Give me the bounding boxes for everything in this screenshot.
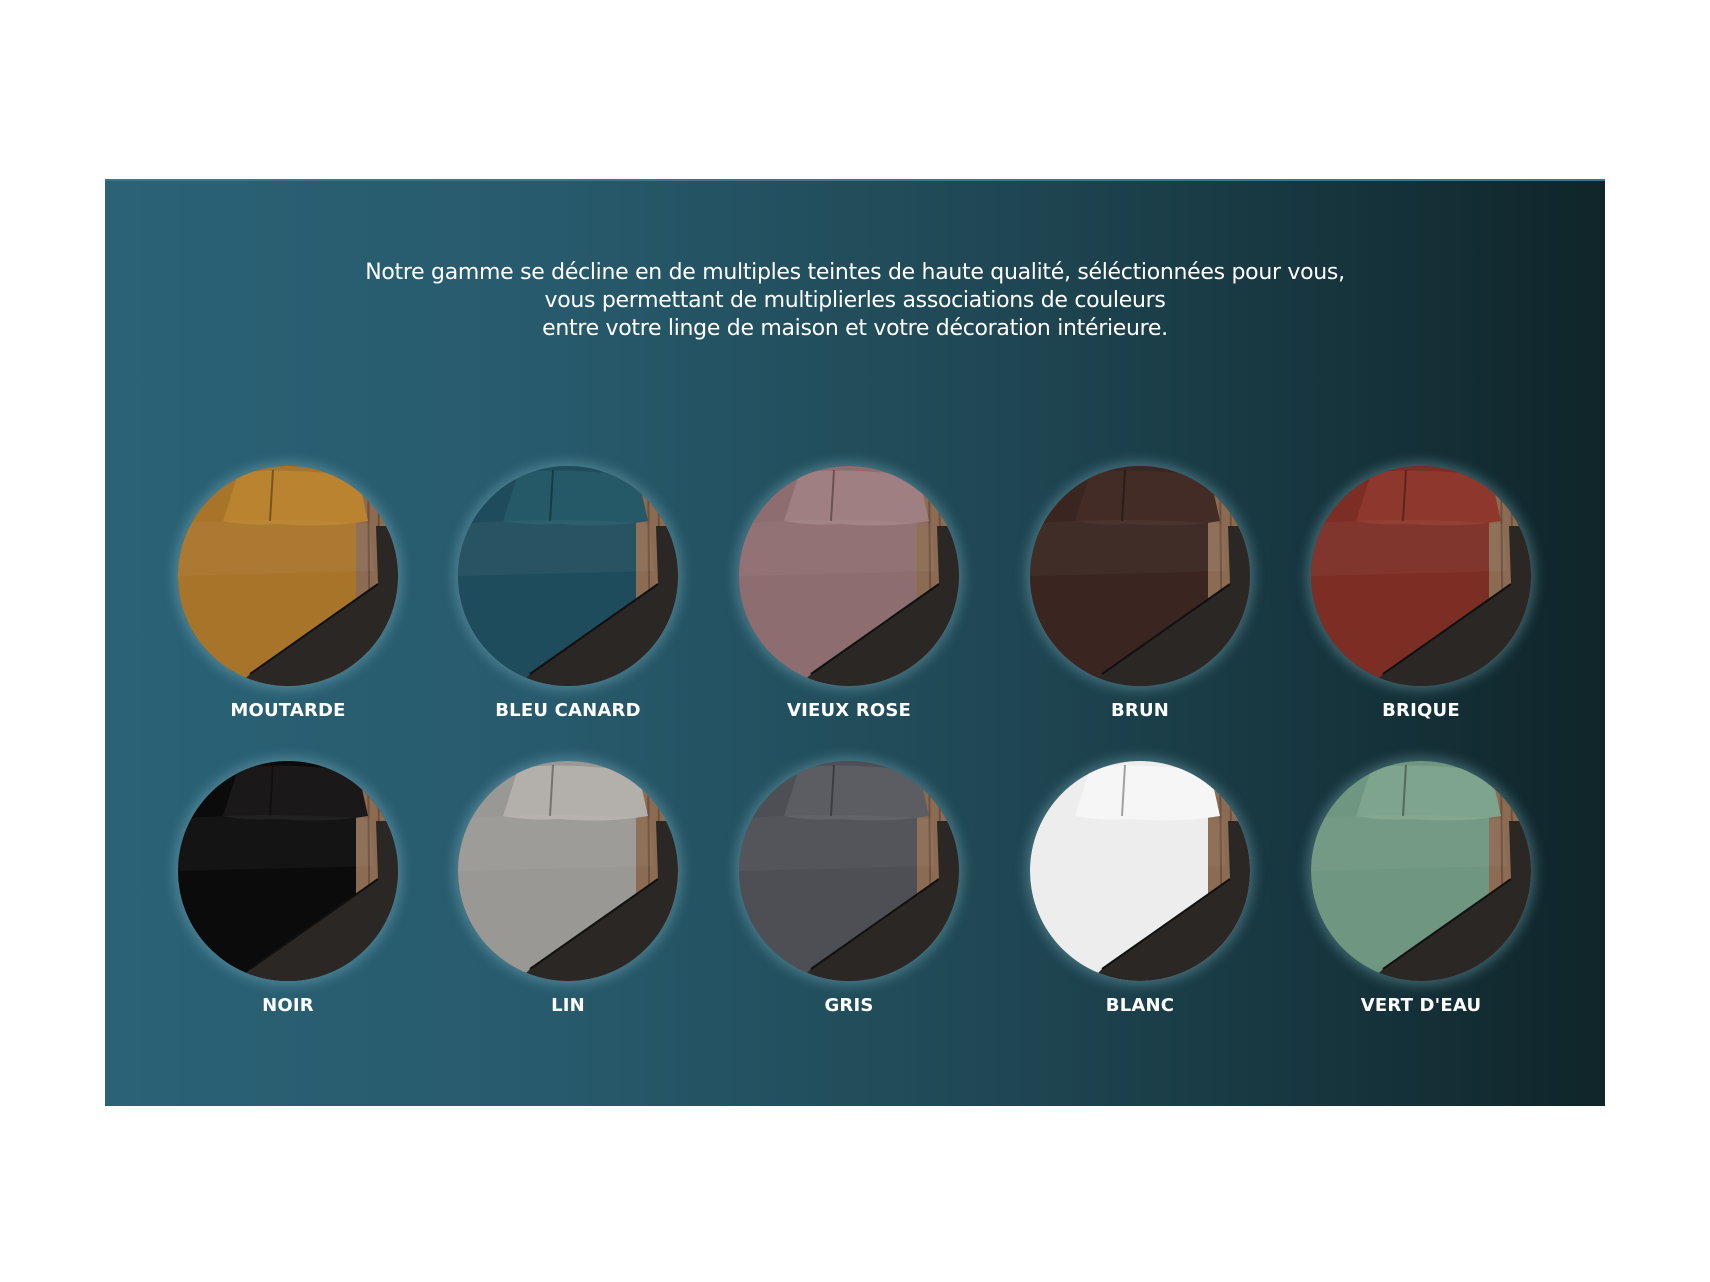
- pillow-seam: [1402, 764, 1407, 817]
- mattress-top: [178, 520, 374, 576]
- swatch-label: BLEU CANARD: [495, 700, 641, 721]
- bed-skirt: [238, 821, 398, 981]
- swatch-label: VERT D'EAU: [1360, 995, 1482, 1016]
- pillow: [784, 765, 929, 821]
- bedsheet-photo: [1311, 466, 1531, 686]
- mattress-top: [1311, 815, 1507, 871]
- bedsheet-photo: [739, 466, 959, 686]
- pillow: [784, 470, 929, 526]
- color-swatch[interactable]: GRIS: [729, 761, 969, 1051]
- bed-skirt: [238, 526, 398, 686]
- sheet-edge: [249, 878, 379, 970]
- sheet-edge: [249, 583, 379, 675]
- intro-text: Notre gamme se décline en de multiples t…: [105, 259, 1605, 343]
- intro-line-3: entre votre linge de maison et votre déc…: [542, 316, 1168, 341]
- color-swatch[interactable]: BRUN: [1020, 466, 1260, 756]
- pillow-seam: [269, 764, 274, 817]
- color-swatch[interactable]: BLANC: [1020, 761, 1260, 1051]
- bed-skirt: [518, 526, 678, 686]
- pillow: [1075, 765, 1220, 821]
- intro-line-1: Notre gamme se décline en de multiples t…: [365, 260, 1345, 285]
- mattress-top: [739, 520, 935, 576]
- swatch-label: VIEUX ROSE: [786, 700, 912, 721]
- pillow-seam: [830, 469, 835, 522]
- pillow: [1075, 470, 1220, 526]
- pillow: [503, 470, 648, 526]
- bedsheet-photo: [458, 761, 678, 981]
- pillow: [1356, 765, 1501, 821]
- swatch-label: BRIQUE: [1382, 700, 1460, 721]
- pillow-seam: [549, 469, 554, 522]
- bedsheet-photo: [739, 761, 959, 981]
- mattress-top: [1030, 520, 1226, 576]
- color-swatch[interactable]: NOIR: [168, 761, 408, 1051]
- sheet-edge: [1101, 878, 1231, 970]
- mattress-top: [178, 815, 374, 871]
- color-swatch[interactable]: LIN: [448, 761, 688, 1051]
- bedsheet-photo: [1030, 761, 1250, 981]
- color-swatch[interactable]: BLEU CANARD: [448, 466, 688, 756]
- pillow-seam: [830, 764, 835, 817]
- swatch-label: MOUTARDE: [230, 700, 346, 721]
- swatch-label: BRUN: [1110, 700, 1170, 721]
- bed-skirt: [1371, 821, 1531, 981]
- bedsheet-photo: [178, 466, 398, 686]
- sheet-edge: [529, 583, 659, 675]
- bed-skirt: [799, 526, 959, 686]
- intro-line-2: vous permettant de multiplierles associa…: [544, 288, 1166, 313]
- sheet-edge: [529, 878, 659, 970]
- pillow-seam: [1121, 469, 1126, 522]
- pillow-seam: [549, 764, 554, 817]
- mattress-top: [1311, 520, 1507, 576]
- swatch-label: BLANC: [1105, 995, 1175, 1016]
- sheet-edge: [1382, 878, 1512, 970]
- bed-skirt: [1371, 526, 1531, 686]
- color-swatch[interactable]: MOUTARDE: [168, 466, 408, 756]
- mattress-top: [458, 520, 654, 576]
- color-swatch[interactable]: BRIQUE: [1301, 466, 1541, 756]
- sheet-edge: [810, 583, 940, 675]
- pillow: [223, 470, 368, 526]
- color-range-banner: Notre gamme se décline en de multiples t…: [105, 179, 1605, 1106]
- bed-skirt: [1090, 526, 1250, 686]
- pillow: [223, 765, 368, 821]
- mattress-top: [739, 815, 935, 871]
- bedsheet-photo: [458, 466, 678, 686]
- pillow-seam: [1121, 764, 1126, 817]
- bedsheet-photo: [1030, 466, 1250, 686]
- color-swatch[interactable]: VERT D'EAU: [1301, 761, 1541, 1051]
- bed-skirt: [1090, 821, 1250, 981]
- pillow: [503, 765, 648, 821]
- color-swatch[interactable]: VIEUX ROSE: [729, 466, 969, 756]
- bed-skirt: [518, 821, 678, 981]
- bedsheet-photo: [1311, 761, 1531, 981]
- pillow-seam: [269, 469, 274, 522]
- swatch-label: GRIS: [824, 995, 874, 1016]
- bed-skirt: [799, 821, 959, 981]
- bedsheet-photo: [178, 761, 398, 981]
- pillow: [1356, 470, 1501, 526]
- mattress-top: [1030, 815, 1226, 871]
- sheet-edge: [1382, 583, 1512, 675]
- sheet-edge: [1101, 583, 1231, 675]
- swatch-label: LIN: [551, 995, 585, 1016]
- pillow-seam: [1402, 469, 1407, 522]
- mattress-top: [458, 815, 654, 871]
- swatch-label: NOIR: [262, 995, 314, 1016]
- sheet-edge: [810, 878, 940, 970]
